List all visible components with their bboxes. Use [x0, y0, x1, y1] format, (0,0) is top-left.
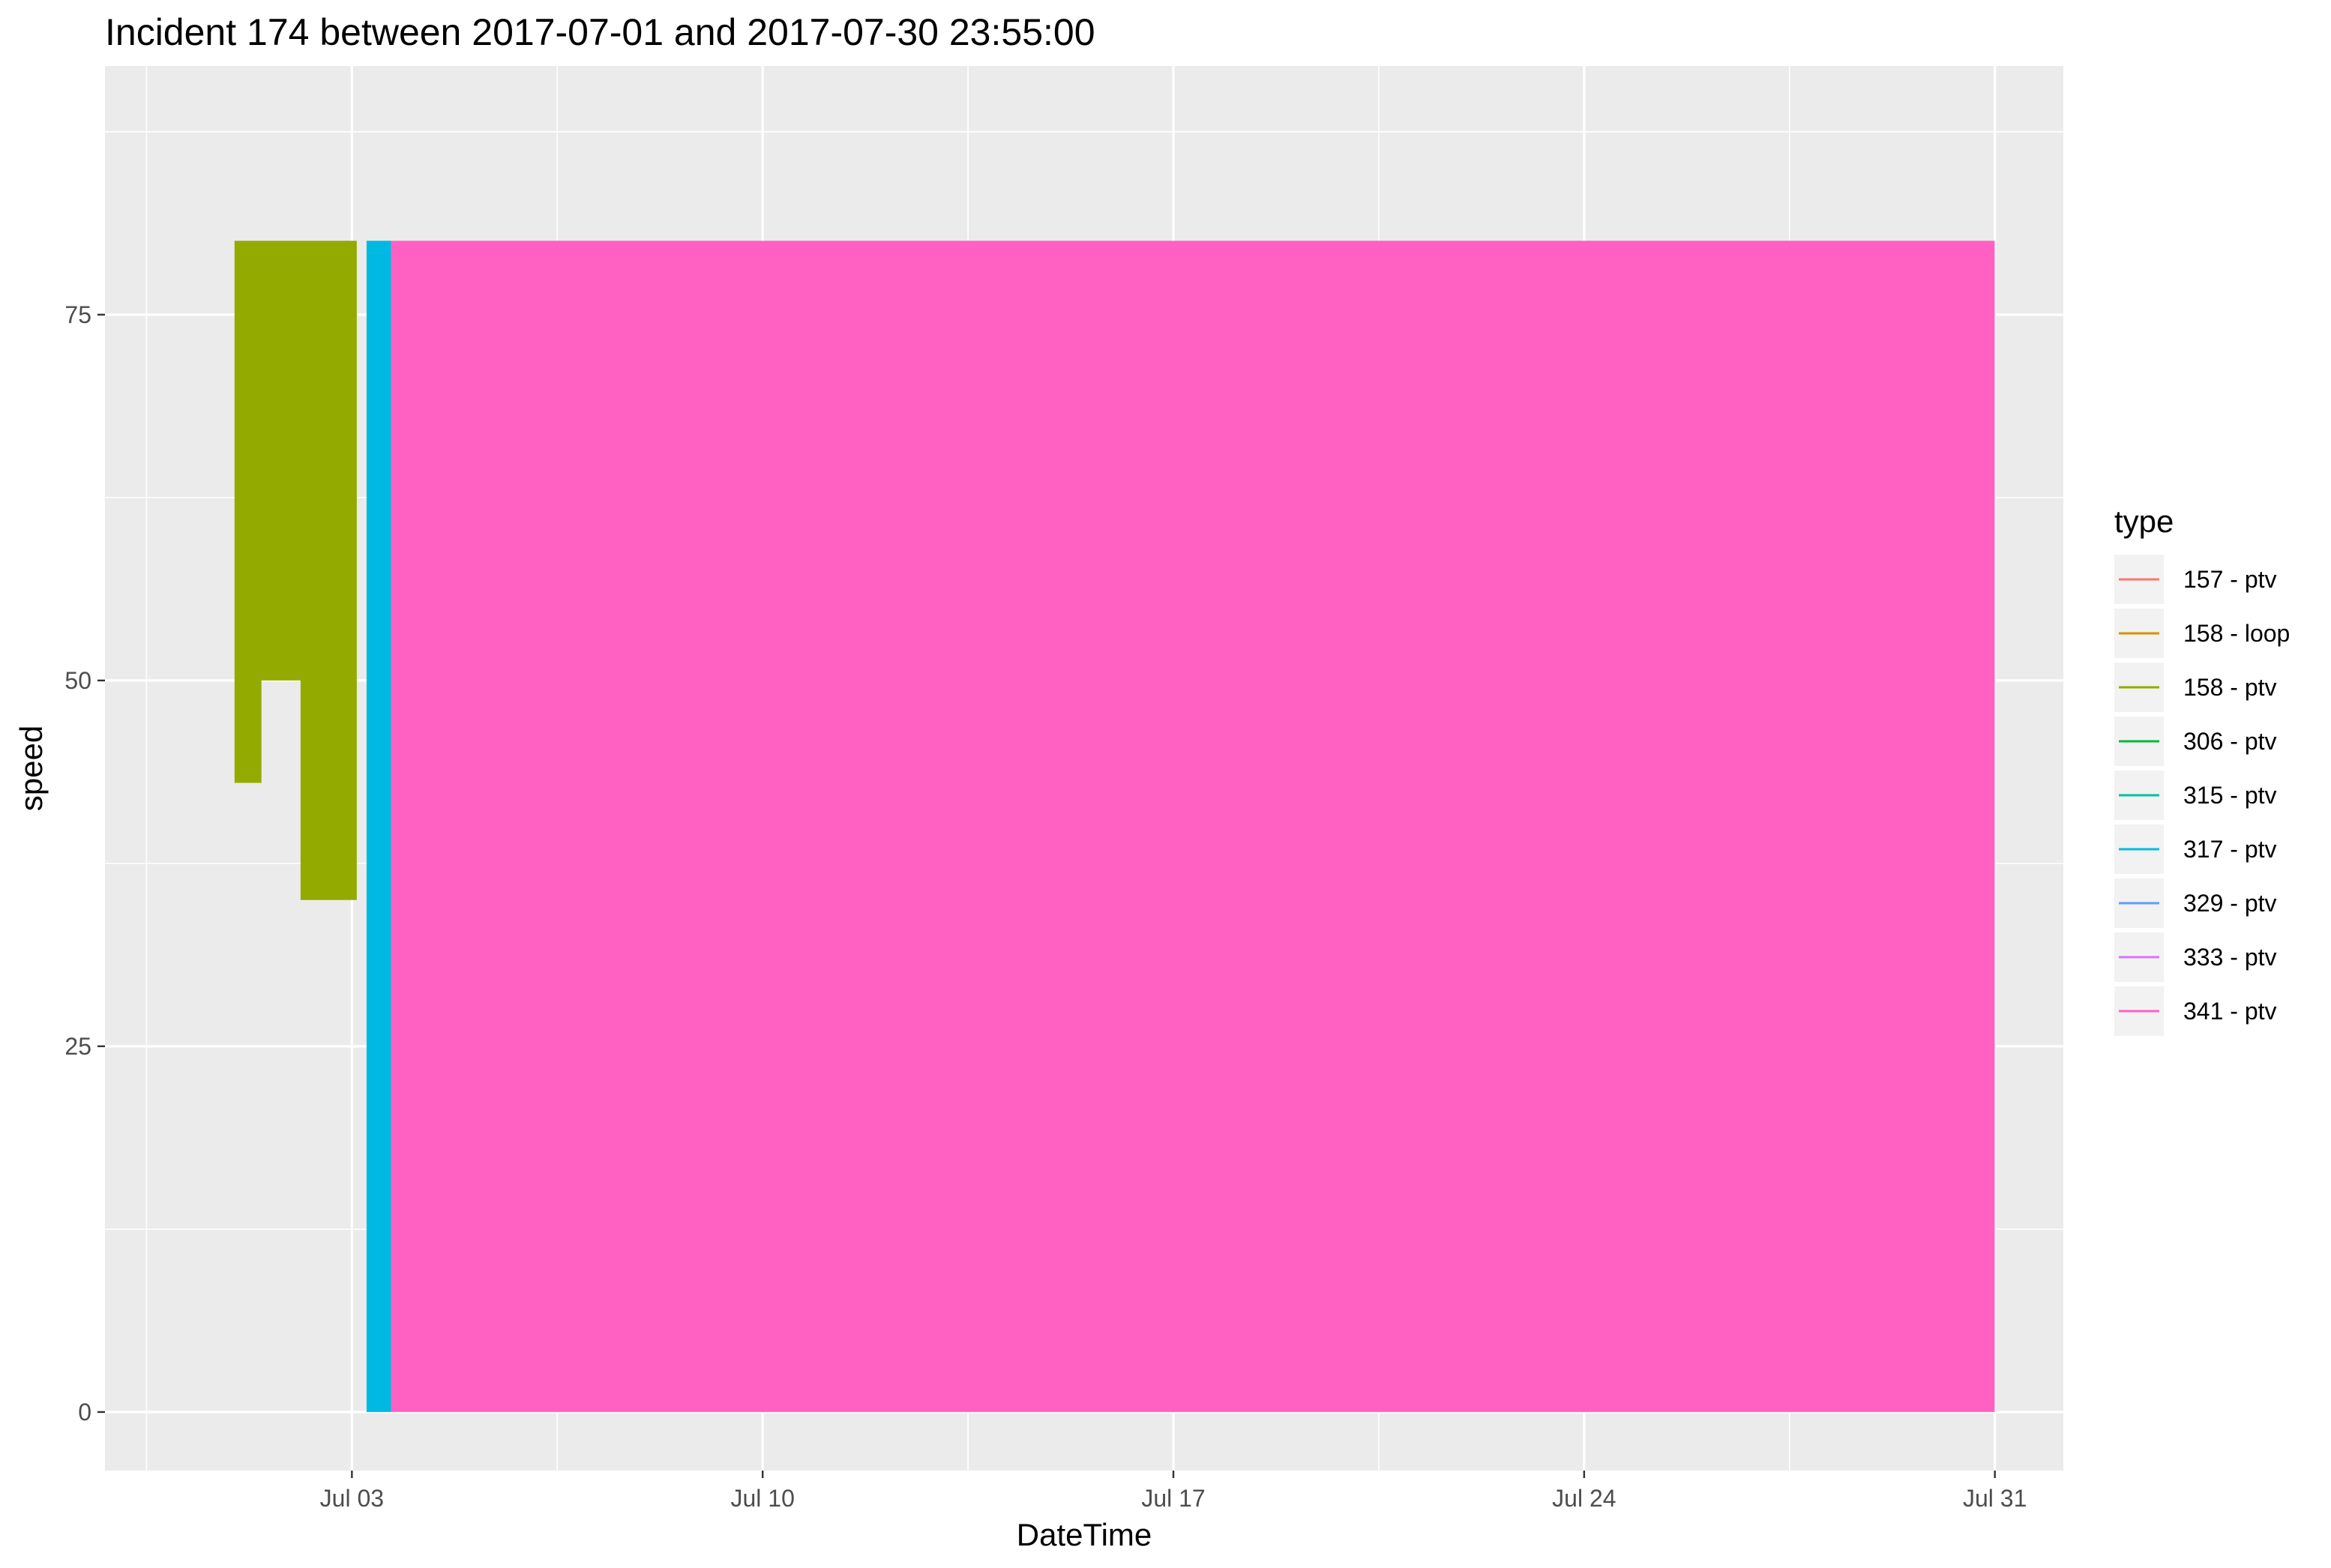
- x-tick-label: Jul 31: [1963, 1485, 2027, 1512]
- y-tick-label: 0: [78, 1399, 91, 1426]
- x-tick-label: Jul 17: [1141, 1485, 1205, 1512]
- legend-label: 317 - ptv: [2183, 836, 2277, 863]
- legend: type 157 - ptv 158 - loop 158 - ptv 306 - p…: [2114, 504, 2290, 1036]
- legend-label: 158 - loop: [2183, 620, 2290, 647]
- chart-title: Incident 174 between 2017-07-01 and 2017…: [105, 11, 1095, 53]
- plot-area: 0 25 50 75 Jul 03 Jul 10 Jul 17 Jul 24 Jul 31: [64, 66, 2063, 1512]
- legend-label: 315 - ptv: [2183, 782, 2277, 809]
- x-tick-label: Jul 03: [320, 1485, 384, 1512]
- ribbon-317-ptv: [366, 241, 391, 1412]
- y-tick-label: 25: [64, 1033, 91, 1060]
- legend-title: type: [2114, 504, 2174, 539]
- x-tick-label: Jul 10: [730, 1485, 794, 1512]
- ribbon-341-ptv: [391, 241, 1995, 1412]
- y-tick-label: 75: [64, 301, 91, 328]
- legend-label: 341 - ptv: [2183, 998, 2277, 1025]
- legend-label: 306 - ptv: [2183, 728, 2277, 755]
- legend-label: 333 - ptv: [2183, 944, 2277, 971]
- y-tick-label: 50: [64, 667, 91, 694]
- y-axis-title: speed: [13, 726, 49, 811]
- x-axis-title: DateTime: [1017, 1517, 1152, 1552]
- ribbon-158-ptv: [234, 241, 357, 900]
- legend-label: 157 - ptv: [2183, 566, 2277, 593]
- legend-label: 329 - ptv: [2183, 890, 2277, 917]
- legend-label: 158 - ptv: [2183, 674, 2277, 701]
- x-tick-label: Jul 24: [1552, 1485, 1616, 1512]
